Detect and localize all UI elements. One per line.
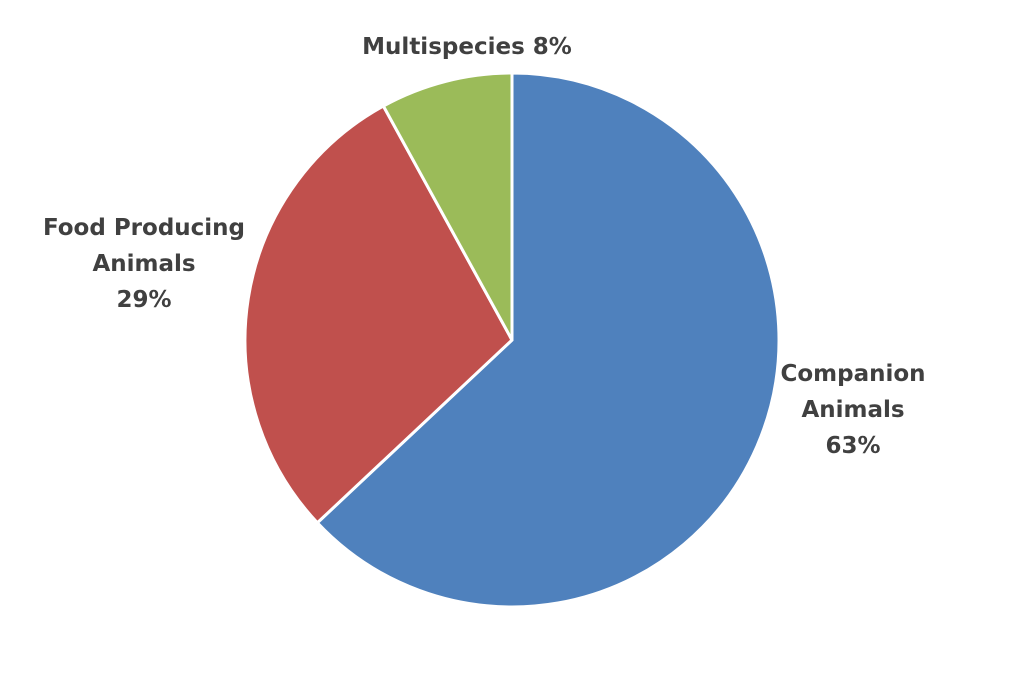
pie-slice-multispecies [381, 71, 514, 342]
slice-label-line: Animals [801, 397, 904, 423]
slice-label-line: Animals [92, 251, 195, 277]
slice-label-food-producing-animals: Food Producing Animals 29% [43, 215, 245, 313]
slice-label-line: Companion [780, 361, 925, 387]
slice-label-companion-animals: Companion Animals 63% [780, 361, 925, 459]
slice-label-line: 29% [116, 287, 171, 313]
slice-label-line: Food Producing [43, 215, 245, 241]
slice-label-multispecies: Multispecies 8% [362, 34, 572, 60]
pie-slice-companion-animals [315, 71, 781, 609]
pie-slices [243, 71, 781, 609]
pie-labels: Companion Animals 63% Food Producing Animals… [43, 34, 926, 459]
slice-label-line: 63% [825, 433, 880, 459]
slice-label-line: Multispecies 8% [362, 34, 572, 60]
pie-slice-food-producing-animals [243, 104, 514, 525]
